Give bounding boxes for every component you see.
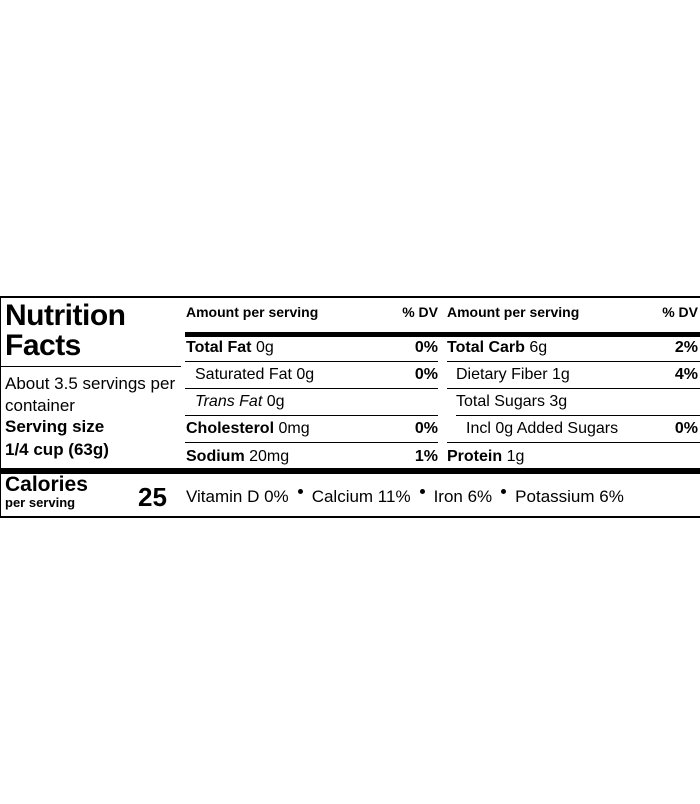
- dv-header: % DV: [402, 304, 438, 320]
- nutrient-name: Total Carb: [447, 339, 525, 356]
- nutrient-amount: 0g: [255, 339, 274, 356]
- title-rule: [0, 366, 181, 367]
- nutrient-name: Sodium: [186, 448, 245, 465]
- nutrient-amount: 1g: [506, 448, 525, 465]
- nutrient-dv: 4%: [674, 366, 698, 383]
- vitamins: Vitamin D 0% Calcium 11% Iron 6% Potassi…: [186, 488, 624, 506]
- bullet: [501, 489, 507, 494]
- calories-value: 25: [138, 482, 167, 512]
- top-border: [0, 296, 700, 298]
- serving-size-label: Serving size: [5, 417, 105, 436]
- nutrient-row: Total Fat 0g 0%: [186, 339, 438, 357]
- nutrient-name: Incl 0g Added Sugars: [466, 420, 619, 437]
- calories-sublabel: per serving: [5, 495, 76, 510]
- bullet: [419, 489, 425, 494]
- nutrient-name: Cholesterol: [186, 420, 275, 437]
- nutrient-row: Sodium 20mg 1%: [186, 448, 438, 466]
- nutrient-dv: 1%: [414, 448, 438, 465]
- vitamin: Iron 6%: [433, 487, 493, 506]
- row-rule: [185, 442, 438, 443]
- nutrient-name: Protein: [447, 448, 503, 465]
- nutrient-row: Cholesterol 0mg 0%: [186, 420, 438, 438]
- bullet: [297, 489, 303, 494]
- column-header: Amount per serving % DV: [447, 304, 698, 320]
- nutrient-dv: 2%: [674, 339, 698, 356]
- nutrient-dv: 0%: [414, 366, 438, 383]
- vitamin: Calcium 11%: [311, 487, 411, 506]
- nutrient-amount: 20mg: [249, 448, 290, 465]
- nutrient-amount: 3g: [549, 393, 568, 410]
- nutrient-row: Protein 1g: [447, 448, 698, 466]
- nutrient-amount: 1g: [552, 366, 570, 383]
- nutrient-row: Trans Fat 0g: [195, 393, 438, 411]
- row-rule: [185, 361, 438, 362]
- header-rule: [185, 332, 700, 337]
- nutrient-row: Saturated Fat 0g 0%: [195, 366, 438, 384]
- nutrient-name: Total Fat: [186, 339, 252, 356]
- nutrient-name: Total Sugars: [456, 393, 545, 410]
- nutrient-amount: 0mg: [278, 420, 310, 437]
- nutrient-dv: 0%: [414, 420, 438, 437]
- nutrient-amount: 0g: [266, 393, 285, 410]
- dv-header: % DV: [662, 304, 698, 320]
- nutrient-row: Total Carb 6g 2%: [447, 339, 698, 357]
- column-header: Amount per serving % DV: [186, 304, 438, 320]
- amount-header: Amount per serving: [447, 304, 580, 320]
- nutrient-dv: 0%: [414, 339, 438, 356]
- row-rule: [447, 361, 700, 362]
- nutrient-row: Incl 0g Added Sugars 0%: [466, 420, 698, 438]
- row-rule: [456, 415, 700, 416]
- calories-label: Calories: [5, 473, 88, 496]
- title: Nutrition Facts: [5, 299, 126, 362]
- nutrient-dv: 0%: [674, 420, 698, 437]
- nutrient-name: Trans Fat: [195, 393, 263, 410]
- nutrient-amount: 6g: [529, 339, 548, 356]
- thick-rule: [0, 468, 700, 474]
- serving-size: 1/4 cup (63g): [5, 440, 109, 459]
- left-border: [0, 296, 1, 518]
- bottom-border: [0, 516, 700, 518]
- vitamin: Vitamin D 0%: [186, 487, 289, 506]
- row-rule: [447, 442, 700, 443]
- nutrient-amount: 0g: [296, 366, 315, 383]
- row-rule: [185, 388, 438, 389]
- amount-header: Amount per serving: [186, 304, 319, 320]
- nutrient-row: Dietary Fiber 1g 4%: [456, 366, 698, 384]
- nutrient-name: Saturated Fat: [195, 366, 292, 383]
- servings-per-container: About 3.5 servings per container: [5, 374, 176, 415]
- vitamin: Potassium 6%: [515, 487, 624, 506]
- row-rule: [447, 388, 700, 389]
- row-rule: [185, 415, 438, 416]
- nutrient-row: Total Sugars 3g: [456, 393, 698, 411]
- nutrient-name: Dietary Fiber: [456, 366, 548, 383]
